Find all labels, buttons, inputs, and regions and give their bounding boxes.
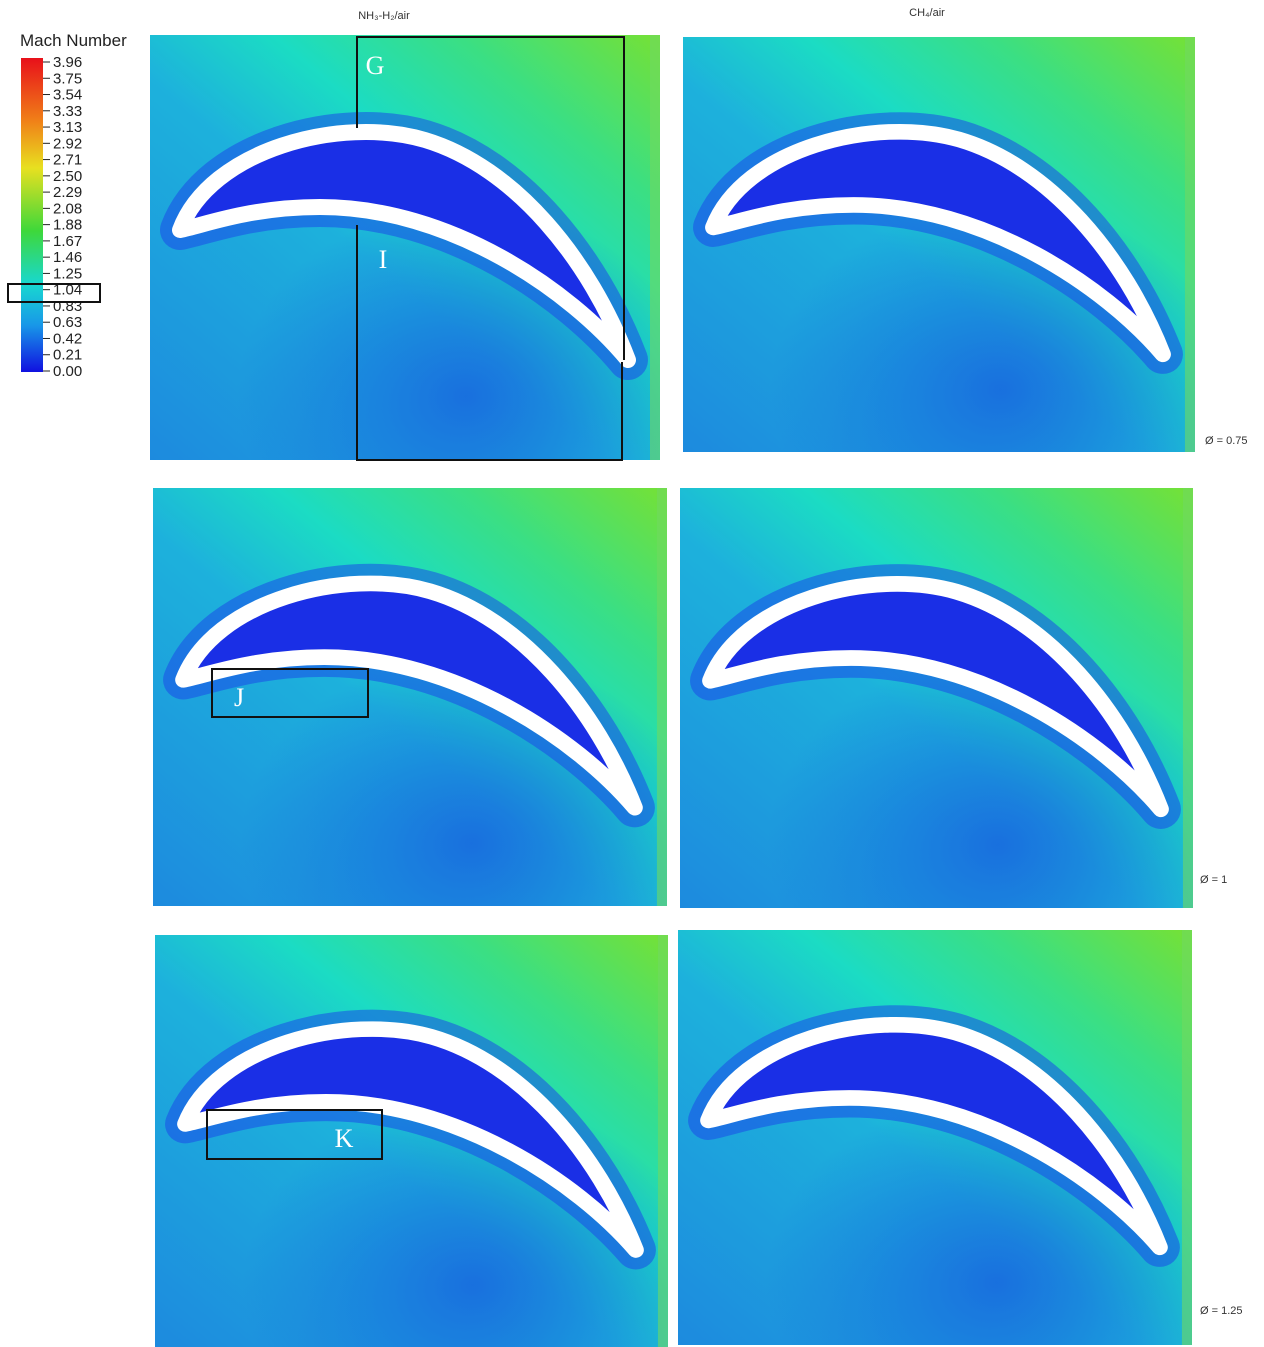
colorbar-label: 0.42	[53, 330, 82, 347]
contour-panel	[678, 930, 1192, 1345]
row-label: Ø = 1	[1200, 874, 1227, 886]
colorbar-label: 0.83	[53, 298, 82, 315]
colorbar-ticks: 3.963.753.543.333.132.922.712.502.292.08…	[43, 54, 82, 380]
colorbar-label: 3.54	[53, 87, 82, 104]
colorbar-label: 2.71	[53, 152, 82, 169]
annotation: I	[379, 245, 388, 274]
contour-panel	[153, 488, 667, 906]
colorbar-label: 3.75	[53, 70, 82, 87]
colorbar-label: 1.67	[53, 233, 82, 250]
colorbar-label: 3.33	[53, 103, 82, 120]
contour-panel	[155, 935, 668, 1347]
colorbar-label: 1.46	[53, 249, 82, 266]
row-label: Ø = 1.25	[1200, 1305, 1243, 1317]
column-title: NH₃-H₂/air	[358, 10, 410, 22]
colorbar-label: 3.13	[53, 119, 82, 136]
contour-panel	[683, 37, 1195, 452]
row-label: Ø = 0.75	[1205, 435, 1248, 447]
contour-panel	[680, 488, 1193, 908]
column-title: CH₄/air	[909, 7, 945, 19]
colorbar-title: Mach Number	[20, 31, 127, 50]
colorbar-label: 1.25	[53, 265, 82, 282]
colorbar-label: 2.29	[53, 184, 82, 201]
colorbar-label: 0.21	[53, 347, 82, 364]
annotation: J	[234, 683, 244, 712]
colorbar-label: 2.08	[53, 200, 82, 217]
annotation: K	[335, 1124, 354, 1153]
colorbar-label: 0.63	[53, 314, 82, 331]
colorbar	[21, 58, 43, 372]
colorbar-label: 0.00	[53, 363, 82, 380]
colorbar-label: 3.96	[53, 54, 82, 71]
contour-panel	[150, 35, 660, 460]
annotation: G	[366, 51, 385, 80]
colorbar-label: 2.50	[53, 168, 82, 185]
colorbar-label: 1.88	[53, 217, 82, 234]
colorbar-label: 2.92	[53, 135, 82, 152]
figure: NH₃-H₂/air CH₄/air Ø = 0.75 Ø = 1 Ø = 1.…	[0, 0, 1264, 1347]
